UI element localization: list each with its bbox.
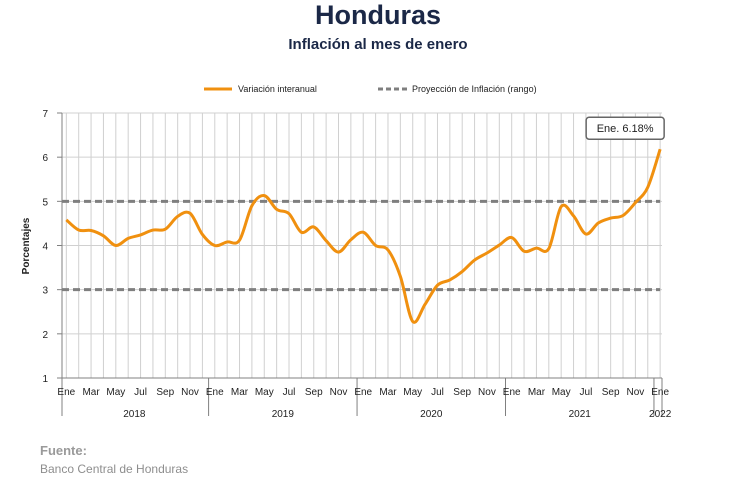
source-text: Banco Central de Honduras (40, 462, 189, 476)
y-tick-label: 7 (42, 109, 48, 120)
x-tick-label: Mar (379, 387, 397, 398)
x-tick-label: Mar (82, 387, 100, 398)
x-tick-label: Ene (651, 387, 669, 398)
x-tick-label: Ene (503, 387, 521, 398)
year-label: 2019 (272, 409, 295, 420)
chart-title: Honduras (314, 0, 441, 30)
series-line (65, 148, 662, 324)
year-label: 2020 (420, 409, 443, 420)
x-tick-label: Sep (602, 387, 620, 398)
y-tick-label: 6 (42, 153, 48, 164)
x-tick-label: Jul (134, 387, 147, 398)
year-label: 2022 (649, 409, 672, 420)
x-tick-label: Nov (330, 387, 348, 398)
axis-labels: Porcentajes 1 2 3 4 5 6 7 Ene Mar May Jul Sep Nov Ene… (21, 109, 672, 420)
x-tick-label: May (552, 387, 571, 398)
x-tick-label: Nov (181, 387, 199, 398)
projection-range (62, 199, 661, 292)
y-tick-label: 3 (42, 286, 48, 297)
chart-subtitle: Inflación al mes de enero (288, 36, 468, 53)
x-tick-label: May (403, 387, 422, 398)
x-tick-label: Sep (156, 387, 174, 398)
source-heading: Fuente: (40, 443, 87, 458)
legend-series-label: Variación interanual (238, 84, 317, 94)
legend: Variación interanual Proyección de Infla… (204, 84, 537, 94)
annotation-label: Ene. 6.18% (597, 123, 654, 135)
x-tick-label: Sep (305, 387, 323, 398)
year-label: 2018 (123, 409, 146, 420)
y-tick-label: 5 (42, 197, 48, 208)
x-tick-label: May (255, 387, 274, 398)
y-tick-label: 2 (42, 330, 48, 341)
x-tick-label: Nov (478, 387, 496, 398)
y-axis-title: Porcentajes (21, 217, 32, 274)
annotation-box (585, 116, 665, 140)
x-tick-label: Mar (231, 387, 249, 398)
y-tick-label: 4 (42, 242, 48, 253)
x-tick-label: Ene (354, 387, 372, 398)
x-tick-label: Ene (57, 387, 75, 398)
x-tick-label: Nov (627, 387, 645, 398)
x-tick-label: Sep (453, 387, 471, 398)
x-tick-label: Ene (206, 387, 224, 398)
annotation: Ene. 6.18% (585, 116, 665, 140)
year-label: 2021 (569, 409, 592, 420)
x-tick-label: May (106, 387, 125, 398)
x-tick-label: Jul (431, 387, 444, 398)
axes (57, 112, 663, 416)
legend-projection-label: Proyección de Inflación (rango) (412, 84, 537, 94)
series-variacion-interanual (65, 148, 662, 324)
x-tick-label: Mar (528, 387, 546, 398)
x-tick-label: Jul (283, 387, 296, 398)
x-tick-label: Jul (580, 387, 593, 398)
grid (62, 112, 662, 378)
y-tick-label: 1 (42, 374, 48, 385)
